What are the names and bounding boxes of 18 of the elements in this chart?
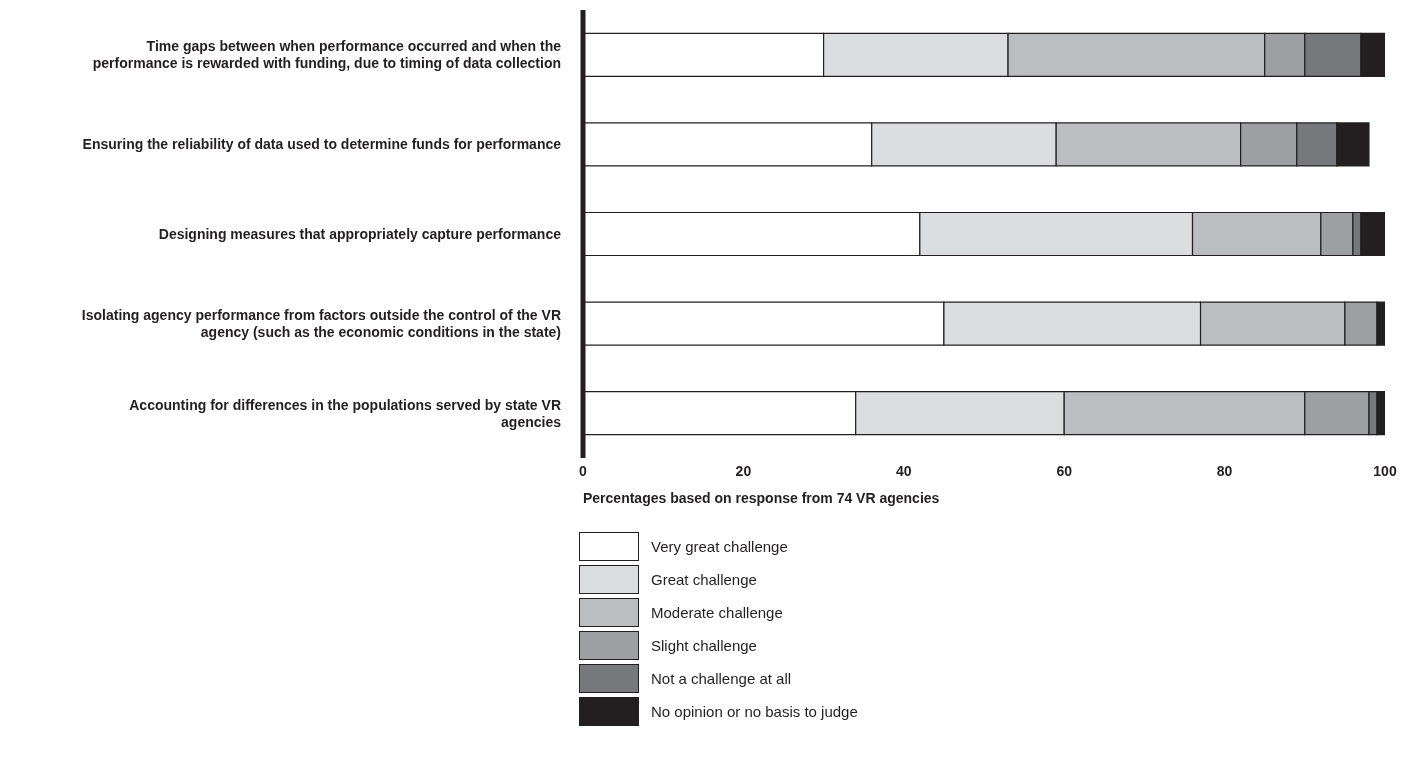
y-tick-label: Ensuring the reliability of data used to determine funds for performance [82,136,562,153]
x-tick-label: 80 [1216,462,1233,479]
legend-label: Moderate challenge [651,604,783,621]
y-tick-label: Time gaps between when performance occurred and when the performance is rewarded with funding, due to timing of data collection [92,38,562,72]
x-axis-title: Percentages based on response from 74 VR agencies [583,490,941,506]
legend-label: Very great challenge [651,538,788,555]
y-tick-label: Isolating agency performance from factors outside the control of the VR agency (such as the economic conditions in the state) [81,307,561,341]
legend-label: No opinion or no basis to judge [651,703,858,720]
y-tick-label: Designing measures that appropriately capture performance [158,226,562,242]
x-tick-label: 100 [1373,462,1397,479]
x-tick-label: 20 [735,462,752,479]
x-tick-label: 40 [896,462,912,479]
legend-label: Not a challenge at all [651,670,792,687]
y-tick-label: Accounting for differences in the populations served by state VR agencies [129,396,562,430]
legend-label: Great challenge [651,571,757,588]
legend-label: Slight challenge [651,637,757,654]
x-tick-label: 60 [1056,462,1073,479]
x-tick-label: 0 [579,462,588,479]
